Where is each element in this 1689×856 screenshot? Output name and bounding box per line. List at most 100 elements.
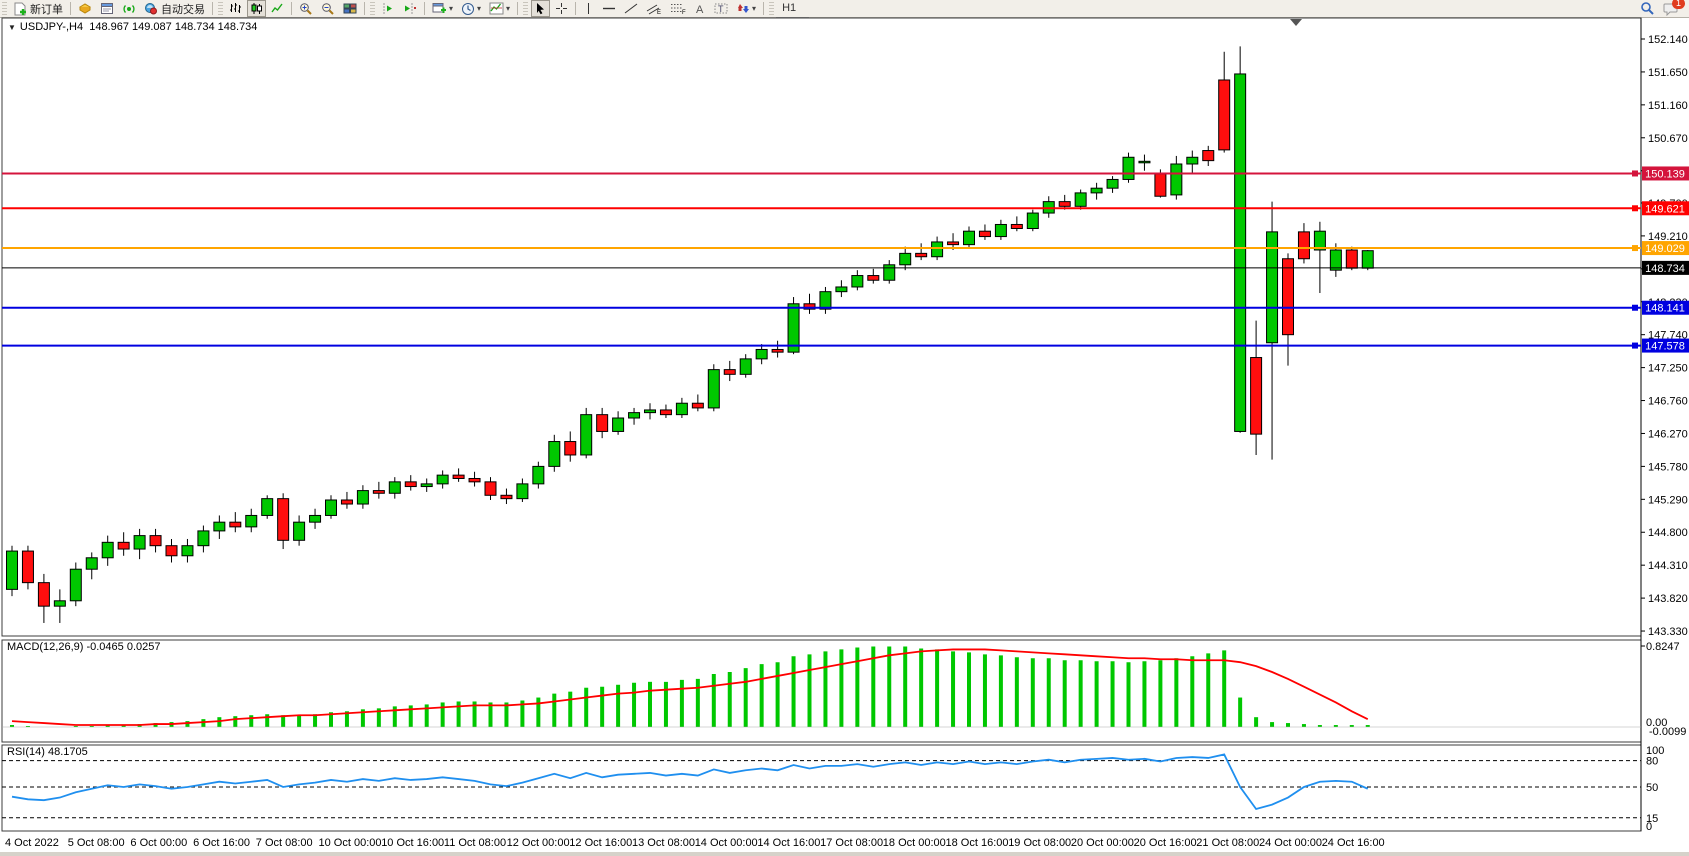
arrows-button[interactable]: ▾ <box>733 0 759 17</box>
search-button[interactable] <box>1637 0 1658 17</box>
trendline-button[interactable] <box>621 0 641 17</box>
notification-badge: 1 <box>1672 0 1685 9</box>
time-label[interactable]: 6 Oct 00:00 <box>130 837 187 849</box>
horizontal-line-button[interactable] <box>599 0 619 17</box>
candle <box>867 275 880 281</box>
candle <box>6 550 18 590</box>
vertical-line-button[interactable] <box>580 0 597 17</box>
candle <box>596 414 609 432</box>
svg-text:E: E <box>657 10 661 15</box>
time-label[interactable]: 7 Oct 08:00 <box>256 837 313 849</box>
time-label[interactable]: 6 Oct 16:00 <box>193 837 250 849</box>
equidistant-channel-button[interactable]: E <box>643 0 665 17</box>
time-label[interactable]: 24 Oct 16:00 <box>1322 837 1385 849</box>
candle <box>771 348 784 353</box>
candle <box>548 441 561 467</box>
autotrade-button[interactable]: 自动交易 <box>141 0 208 17</box>
candle <box>675 402 688 416</box>
new-chart-button[interactable]: ▾ <box>429 0 456 17</box>
price-tick-label: 144.800 <box>1648 527 1688 539</box>
new-order-button[interactable]: 新订单 <box>10 0 66 17</box>
candle <box>404 481 417 488</box>
chart-shift-marker[interactable] <box>1290 19 1302 26</box>
candle <box>532 465 545 485</box>
timeframe-h1[interactable]: H1 <box>782 2 797 14</box>
time-label[interactable]: 20 Oct 16:00 <box>1134 837 1197 849</box>
candle <box>739 358 752 375</box>
time-label[interactable]: 11 Oct 08:00 <box>444 837 506 849</box>
price-line-handle[interactable] <box>1632 342 1638 349</box>
line-chart-button[interactable] <box>268 0 287 17</box>
price-line-badge-label: 148.141 <box>1645 303 1685 315</box>
auto-scroll-icon <box>405 3 416 14</box>
time-label[interactable]: 18 Oct 16:00 <box>946 837 1009 849</box>
candle <box>564 441 577 456</box>
tile-windows-button[interactable] <box>340 0 360 17</box>
time-label[interactable]: 20 Oct 00:00 <box>1071 837 1134 849</box>
chart-dropdown-icon[interactable]: ▼ <box>8 23 16 32</box>
main-chart-pane[interactable] <box>1 17 1642 637</box>
price-line-handle[interactable] <box>1632 170 1638 177</box>
time-label[interactable]: 12 Oct 00:00 <box>507 837 570 849</box>
candle <box>1170 163 1183 196</box>
auto-scroll-button[interactable] <box>400 0 420 17</box>
time-label[interactable]: 19 Oct 08:00 <box>1008 837 1071 849</box>
time-label[interactable]: 5 Oct 08:00 <box>68 837 125 849</box>
time-label[interactable]: 14 Oct 00:00 <box>695 837 758 849</box>
candle <box>1074 192 1087 207</box>
text-tool-button[interactable]: A <box>691 0 709 17</box>
bar-chart-button[interactable] <box>226 0 245 17</box>
cursor-tool-button[interactable] <box>531 0 551 17</box>
macd-pane[interactable] <box>1 639 1642 743</box>
candle <box>883 264 896 281</box>
market-watch-button[interactable] <box>75 0 95 17</box>
price-tick-label: 145.290 <box>1648 494 1688 506</box>
time-label[interactable]: 13 Oct 08:00 <box>632 837 695 849</box>
period-button[interactable]: ▾ <box>458 0 484 17</box>
crosshair-icon <box>556 3 568 14</box>
rsi-axis-label: 15 <box>1646 813 1658 825</box>
price-tick-label: 152.140 <box>1648 34 1688 46</box>
candlestick-chart-button[interactable] <box>247 0 266 17</box>
time-label[interactable]: 10 Oct 16:00 <box>381 837 444 849</box>
candle <box>1329 249 1342 271</box>
data-window-button[interactable] <box>97 0 117 17</box>
macd-axis-top: 0.8247 <box>1646 641 1680 653</box>
time-label[interactable]: 17 Oct 08:00 <box>820 837 883 849</box>
chart-shift-button[interactable] <box>378 0 398 17</box>
candle <box>245 514 258 528</box>
price-line-handle[interactable] <box>1632 245 1638 252</box>
candle <box>293 521 306 541</box>
fibonacci-button[interactable]: F <box>667 0 689 17</box>
price-line-badge-label: 149.621 <box>1645 203 1685 215</box>
price-tick-label: 143.330 <box>1648 626 1688 638</box>
crosshair-tool-button[interactable] <box>552 0 571 17</box>
toolbar-grip[interactable] <box>2 2 7 15</box>
time-label[interactable]: 10 Oct 00:00 <box>319 837 382 849</box>
text-label-button[interactable]: T <box>711 0 731 17</box>
notifications-button[interactable]: 1 <box>1660 0 1685 17</box>
price-line-badge <box>1642 166 1689 181</box>
time-label[interactable]: 12 Oct 16:00 <box>569 837 632 849</box>
candle <box>372 490 385 494</box>
price-tick-label: 146.760 <box>1648 396 1688 408</box>
time-label[interactable]: 24 Oct 00:00 <box>1259 837 1322 849</box>
candlestick-chart-icon <box>251 3 262 14</box>
market-watch-icon <box>79 3 91 14</box>
zoom-in-icon <box>300 2 312 15</box>
zoom-in-button[interactable] <box>296 0 316 17</box>
candle <box>1345 249 1358 269</box>
price-line-handle[interactable] <box>1632 205 1638 212</box>
time-label[interactable]: 4 Oct 2022 <box>5 837 59 849</box>
indicators-button[interactable]: ▾ <box>486 0 513 17</box>
strategy-tester-button[interactable] <box>119 0 139 17</box>
arrows-icon <box>738 4 750 13</box>
time-label[interactable]: 14 Oct 16:00 <box>757 837 820 849</box>
time-label[interactable]: 18 Oct 00:00 <box>883 837 946 849</box>
price-line-handle[interactable] <box>1632 304 1638 311</box>
time-label[interactable]: 21 Oct 08:00 <box>1196 837 1259 849</box>
zoom-out-button[interactable] <box>318 0 338 17</box>
candle <box>1122 156 1135 180</box>
